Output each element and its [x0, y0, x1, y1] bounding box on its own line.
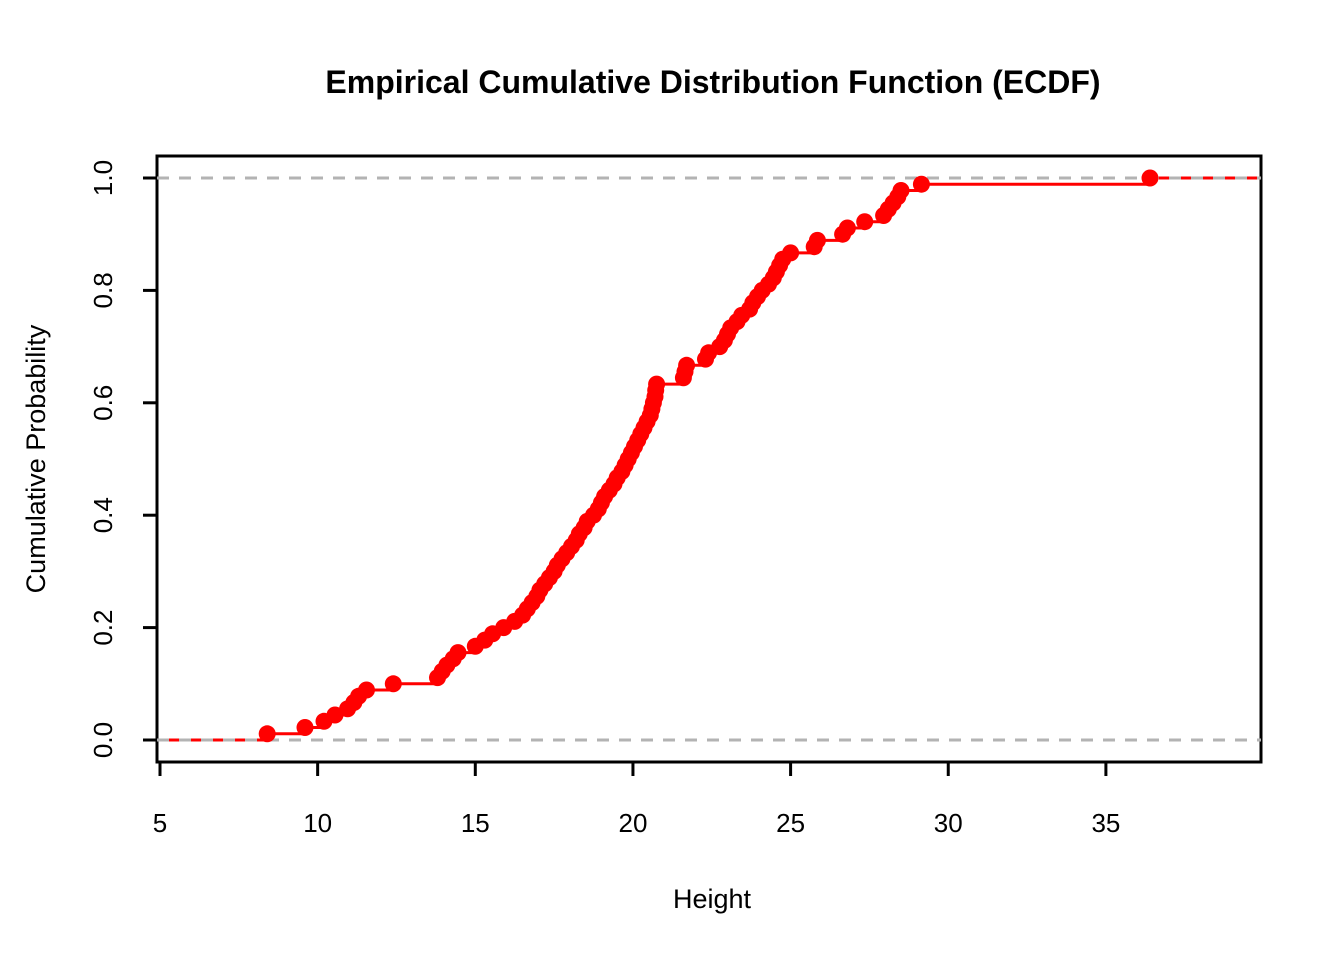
ecdf-point [258, 725, 276, 743]
y-tick-label: 0.4 [88, 497, 118, 533]
x-tick-label: 20 [618, 808, 647, 838]
x-axis-label: Height [673, 884, 752, 914]
x-tick-label: 30 [934, 808, 963, 838]
ecdf-point [838, 219, 856, 237]
y-tick-label: 0.6 [88, 385, 118, 421]
ecdf-point [782, 244, 800, 262]
ecdf-curve-layer [157, 169, 1261, 743]
ecdf-point [384, 675, 402, 693]
x-tick-label: 35 [1091, 808, 1120, 838]
y-tick-label: 1.0 [88, 160, 118, 196]
ecdf-point [648, 375, 666, 393]
y-tick-label: 0.2 [88, 610, 118, 646]
ecdf-step-line [157, 176, 1261, 742]
ecdf-point [296, 719, 314, 736]
y-tick-label: 0.0 [88, 722, 118, 758]
ecdf-point [326, 706, 344, 724]
ecdf-point [1141, 169, 1159, 187]
ecdf-point [358, 681, 375, 699]
x-tick-label: 5 [153, 808, 167, 838]
y-axis-label: Cumulative Probability [21, 324, 51, 593]
x-tick-label: 15 [461, 808, 490, 838]
plot-title: Empirical Cumulative Distribution Functi… [325, 64, 1100, 100]
ecdf-point [912, 175, 930, 193]
axis-ticks-layer: 5 10 15 20 25 30 35 0.0 0.2 0.4 0.6 0.8 1.0 [88, 160, 1120, 838]
ecdf-point [856, 213, 874, 231]
y-tick-label: 0.8 [88, 272, 118, 308]
ecdf-point [449, 644, 467, 662]
x-tick-label: 25 [776, 808, 805, 838]
ecdf-point [808, 231, 826, 249]
x-tick-label: 10 [303, 808, 332, 838]
plot-box [155, 154, 1263, 764]
ecdf-point [678, 356, 696, 374]
ecdf-point [892, 182, 910, 199]
